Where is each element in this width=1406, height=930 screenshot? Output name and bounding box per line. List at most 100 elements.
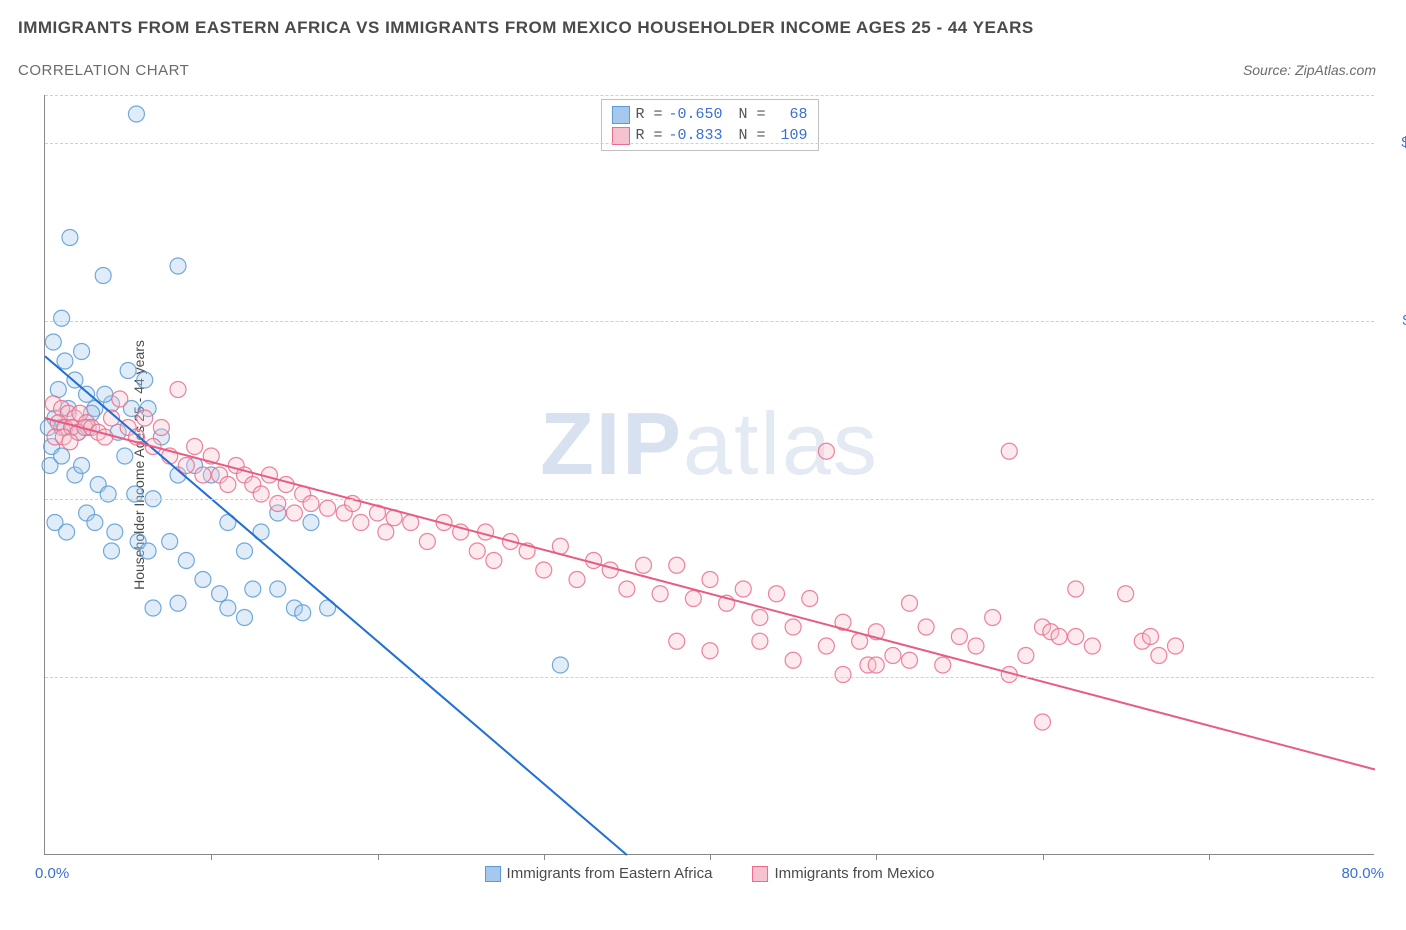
data-point: [785, 619, 801, 635]
data-point: [97, 386, 113, 402]
data-point: [769, 586, 785, 602]
data-point: [1143, 629, 1159, 645]
data-point: [885, 648, 901, 664]
legend-label: Immigrants from Mexico: [774, 865, 934, 882]
x-tick: [211, 854, 212, 860]
data-point: [486, 553, 502, 569]
data-point: [145, 600, 161, 616]
data-point: [54, 448, 70, 464]
legend-label: Immigrants from Eastern Africa: [507, 865, 713, 882]
data-point: [178, 458, 194, 474]
data-point: [469, 543, 485, 559]
data-point: [286, 505, 302, 521]
data-point: [170, 258, 186, 274]
data-point: [619, 581, 635, 597]
y-tick-label: $37,500: [1384, 668, 1406, 685]
data-point: [62, 434, 78, 450]
x-tick-start: 0.0%: [35, 865, 69, 882]
data-point: [378, 524, 394, 540]
data-point: [602, 562, 618, 578]
data-point: [785, 652, 801, 668]
y-tick-label: $150,000: [1384, 134, 1406, 151]
stats-n-label: N =: [739, 104, 766, 125]
data-point: [419, 534, 435, 550]
data-point: [278, 477, 294, 493]
data-point: [170, 382, 186, 398]
stats-n-value: 68: [772, 104, 808, 125]
data-point: [1001, 443, 1017, 459]
data-point: [752, 610, 768, 626]
data-point: [57, 353, 73, 369]
data-point: [702, 643, 718, 659]
gridline-h: [45, 321, 1374, 322]
data-point: [1068, 581, 1084, 597]
data-point: [669, 557, 685, 573]
data-point: [117, 448, 133, 464]
data-point: [137, 372, 153, 388]
data-point: [195, 467, 211, 483]
y-tick-label: $75,000: [1384, 490, 1406, 507]
gridline-h: [45, 95, 1374, 96]
legend-item: Immigrants from Eastern Africa: [485, 865, 713, 882]
source-label: Source:: [1243, 62, 1291, 78]
data-point: [669, 633, 685, 649]
data-point: [902, 595, 918, 611]
data-point: [54, 310, 70, 326]
x-tick: [710, 854, 711, 860]
data-point: [237, 610, 253, 626]
gridline-h: [45, 677, 1374, 678]
data-point: [968, 638, 984, 654]
trend-line: [45, 356, 627, 855]
data-point: [45, 334, 61, 350]
data-point: [295, 605, 311, 621]
legend-item: Immigrants from Mexico: [752, 865, 934, 882]
data-point: [1168, 638, 1184, 654]
data-point: [552, 657, 568, 673]
data-point: [802, 591, 818, 607]
data-point: [95, 268, 111, 284]
data-point: [220, 600, 236, 616]
chart-title: IMMIGRANTS FROM EASTERN AFRICA VS IMMIGR…: [18, 18, 1034, 38]
data-point: [153, 420, 169, 436]
legend-swatch: [752, 866, 768, 882]
data-point: [195, 572, 211, 588]
x-tick: [876, 854, 877, 860]
data-point: [818, 638, 834, 654]
data-point: [237, 543, 253, 559]
data-point: [636, 557, 652, 573]
data-point: [112, 391, 128, 407]
data-point: [79, 386, 95, 402]
data-point: [818, 443, 834, 459]
data-point: [536, 562, 552, 578]
legend-bottom: Immigrants from Eastern Africa Immigrants…: [485, 865, 935, 882]
data-point: [835, 667, 851, 683]
x-tick: [1043, 854, 1044, 860]
data-point: [212, 586, 228, 602]
data-point: [62, 230, 78, 246]
data-point: [162, 534, 178, 550]
data-point: [120, 363, 136, 379]
data-point: [74, 458, 90, 474]
stats-row: R =-0.650N =68: [611, 104, 807, 125]
data-point: [918, 619, 934, 635]
data-point: [104, 543, 120, 559]
data-point: [1151, 648, 1167, 664]
data-point: [59, 524, 75, 540]
legend-swatch: [485, 866, 501, 882]
data-point: [702, 572, 718, 588]
data-point: [1035, 714, 1051, 730]
y-tick-label: $112,500: [1384, 312, 1406, 329]
stats-r-label: R =: [635, 104, 662, 125]
data-point: [320, 500, 336, 516]
data-point: [140, 543, 156, 559]
trend-line: [45, 418, 1375, 770]
data-point: [128, 106, 144, 122]
data-point: [1084, 638, 1100, 654]
data-point: [178, 553, 194, 569]
data-point: [270, 581, 286, 597]
data-point: [685, 591, 701, 607]
data-point: [87, 515, 103, 531]
data-point: [220, 477, 236, 493]
gridline-h: [45, 143, 1374, 144]
data-point: [935, 657, 951, 673]
